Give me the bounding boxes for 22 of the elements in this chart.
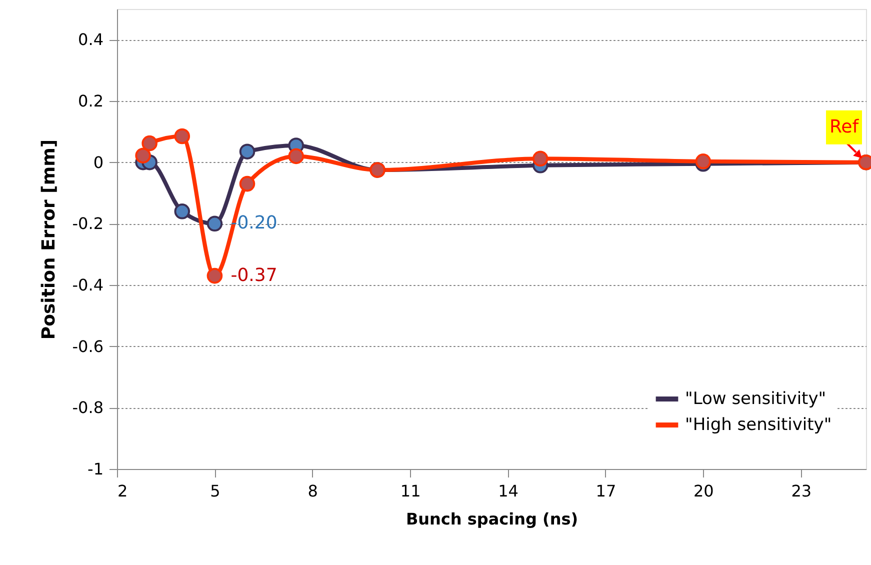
x-tick-label: 23 [791, 482, 812, 500]
y-tick-label: 0.4 [78, 30, 104, 50]
y-tick-label: -1 [88, 460, 104, 478]
legend-label: "High sensitivity" [685, 415, 832, 435]
y-tick-label: -0.6 [72, 336, 104, 356]
y-tick-label: -0.4 [72, 276, 104, 294]
legend-label: "Low sensitivity" [685, 389, 826, 409]
x-tick-label: 20 [693, 482, 714, 500]
y-tick-label: -0.8 [72, 398, 104, 418]
x-axis-title: Bunch spacing (ns) [406, 510, 578, 528]
x-tick-label: 5 [210, 482, 220, 500]
y-tick-label: 0.2 [78, 92, 104, 110]
x-tick-label: 2 [118, 482, 128, 500]
x-tick-label: 17 [596, 482, 616, 500]
data-label: -0.37 [230, 264, 278, 286]
x-tick-label: 14 [498, 482, 518, 500]
annotation: Ref [829, 116, 860, 138]
x-tick-label: 11 [400, 482, 421, 500]
y-tick-label: -0.2 [72, 214, 104, 234]
x-tick-label: 8 [308, 482, 318, 500]
y-tick-label: 0 [93, 152, 104, 172]
y-axis-title: Position Error [mm] [38, 139, 60, 340]
